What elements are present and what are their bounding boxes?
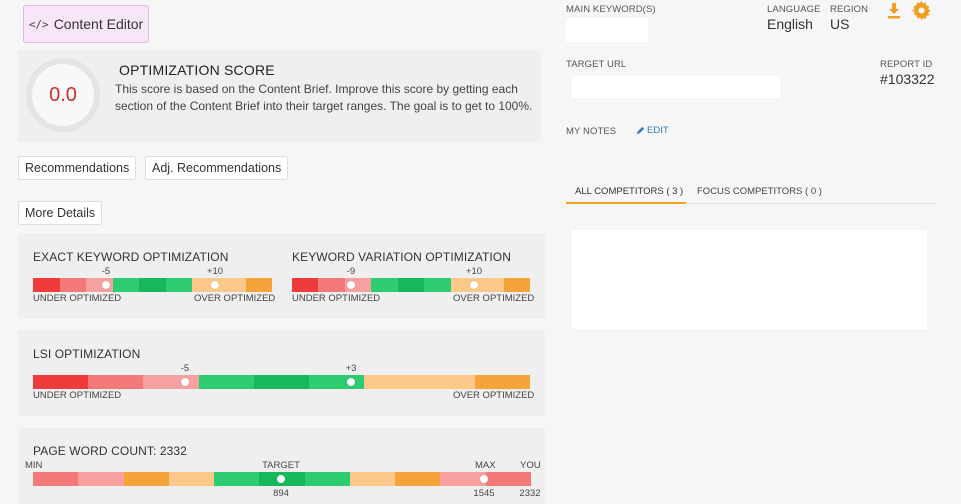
score-value: 0.0 (49, 83, 77, 106)
word-count-min-label: MIN (25, 460, 43, 471)
exact-keyword-title: EXACT KEYWORD OPTIMIZATION (33, 250, 229, 264)
competitors-panel (572, 230, 927, 329)
code-icon: </> (28, 17, 49, 31)
adj-recommendations-tab[interactable]: Adj. Recommendations (145, 156, 289, 180)
lsi-bar (33, 375, 530, 389)
content-editor-label: Content Editor (53, 16, 144, 32)
lsi-tick-low: -5 (180, 363, 190, 374)
lsi-title: LSI OPTIMIZATION (33, 347, 141, 361)
target-url-label: TARGET URL (566, 59, 627, 70)
exact-keyword-tick-low: -5 (101, 266, 111, 277)
lsi-over-label: OVER OPTIMIZED (453, 390, 535, 401)
pencil-icon (636, 126, 645, 135)
word-count-target-marker (277, 475, 285, 483)
score-description: This score is based on the Content Brief… (115, 82, 533, 113)
keyword-variation-under-label: UNDER OPTIMIZED (292, 293, 381, 304)
gear-icon[interactable] (912, 1, 931, 20)
tab-all-competitors[interactable]: ALL COMPETITORS ( 3 ) (575, 186, 684, 197)
exact-keyword-over-label: OVER OPTIMIZED (194, 293, 276, 304)
exact-keyword-low-marker (102, 281, 110, 289)
keyword-variation-tick-low: -9 (346, 266, 356, 277)
score-title: OPTIMIZATION SCORE (119, 62, 275, 78)
report-id-label: REPORT ID (880, 59, 933, 70)
main-keywords-value (566, 18, 648, 42)
edit-label: EDIT (647, 125, 669, 136)
exact-keyword-bar (33, 278, 273, 292)
word-count-target-label: TARGET (262, 460, 300, 471)
lsi-high-marker (347, 378, 355, 386)
keyword-variation-high-marker (470, 281, 478, 289)
word-count-card: PAGE WORD COUNT: 2332 MIN TARGET MAX YOU… (18, 428, 545, 504)
lsi-optimization-card: LSI OPTIMIZATION -5 +3 UNDER OPTIMIZED O… (18, 330, 545, 416)
target-url-value[interactable] (572, 76, 780, 98)
main-keywords-label: MAIN KEYWORD(S) (566, 4, 656, 15)
keyword-variation-title: KEYWORD VARIATION OPTIMIZATION (292, 250, 512, 264)
lsi-low-marker (181, 378, 189, 386)
keyword-optimization-card: EXACT KEYWORD OPTIMIZATION -5 +10 UNDER … (18, 233, 545, 319)
region-value: US (830, 16, 850, 32)
word-count-you-label: YOU (520, 460, 541, 471)
exact-keyword-tick-high: +10 (206, 266, 224, 277)
word-count-max-value: 1545 (473, 488, 495, 499)
tab-divider (566, 203, 936, 204)
keyword-variation-over-label: OVER OPTIMIZED (453, 293, 535, 304)
keyword-variation-tick-high: +10 (465, 266, 483, 277)
download-icon[interactable] (886, 2, 902, 20)
tab-focus-competitors[interactable]: FOCUS COMPETITORS ( 0 ) (697, 186, 822, 197)
recommendations-tab[interactable]: Recommendations (18, 156, 137, 180)
content-editor-button[interactable]: </> Content Editor (23, 5, 149, 43)
exact-keyword-under-label: UNDER OPTIMIZED (33, 293, 122, 304)
lsi-under-label: UNDER OPTIMIZED (33, 390, 122, 401)
language-label: LANGUAGE (767, 4, 821, 15)
keyword-variation-low-marker (347, 281, 355, 289)
lsi-tick-high: +3 (345, 363, 357, 374)
word-count-max-marker (480, 475, 488, 483)
word-count-max-label: MAX (475, 460, 496, 471)
score-circle: 0.0 (26, 58, 100, 132)
word-count-bar (33, 472, 531, 486)
exact-keyword-high-marker (211, 281, 219, 289)
region-label: REGION (830, 4, 869, 15)
edit-notes-link[interactable]: EDIT (636, 125, 669, 136)
language-value: English (767, 16, 813, 32)
active-tab-indicator (566, 202, 686, 204)
word-count-you-value: 2332 (519, 488, 541, 499)
optimization-score-card: 0.0 OPTIMIZATION SCORE This score is bas… (18, 50, 541, 142)
more-details-button[interactable]: More Details (18, 201, 103, 225)
keyword-variation-bar (292, 278, 530, 292)
report-id-value: #103322 (880, 71, 935, 87)
word-count-title: PAGE WORD COUNT: 2332 (33, 444, 187, 458)
word-count-target-value: 894 (273, 488, 289, 499)
my-notes-label: MY NOTES (566, 126, 617, 137)
